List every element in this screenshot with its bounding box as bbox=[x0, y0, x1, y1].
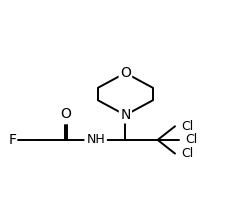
Text: Cl: Cl bbox=[184, 133, 196, 147]
Text: O: O bbox=[119, 66, 130, 80]
Text: O: O bbox=[60, 107, 71, 121]
Text: F: F bbox=[8, 133, 16, 147]
Text: Cl: Cl bbox=[180, 147, 193, 160]
Text: Cl: Cl bbox=[180, 120, 193, 133]
Text: NH: NH bbox=[86, 133, 105, 147]
Text: N: N bbox=[120, 108, 130, 122]
